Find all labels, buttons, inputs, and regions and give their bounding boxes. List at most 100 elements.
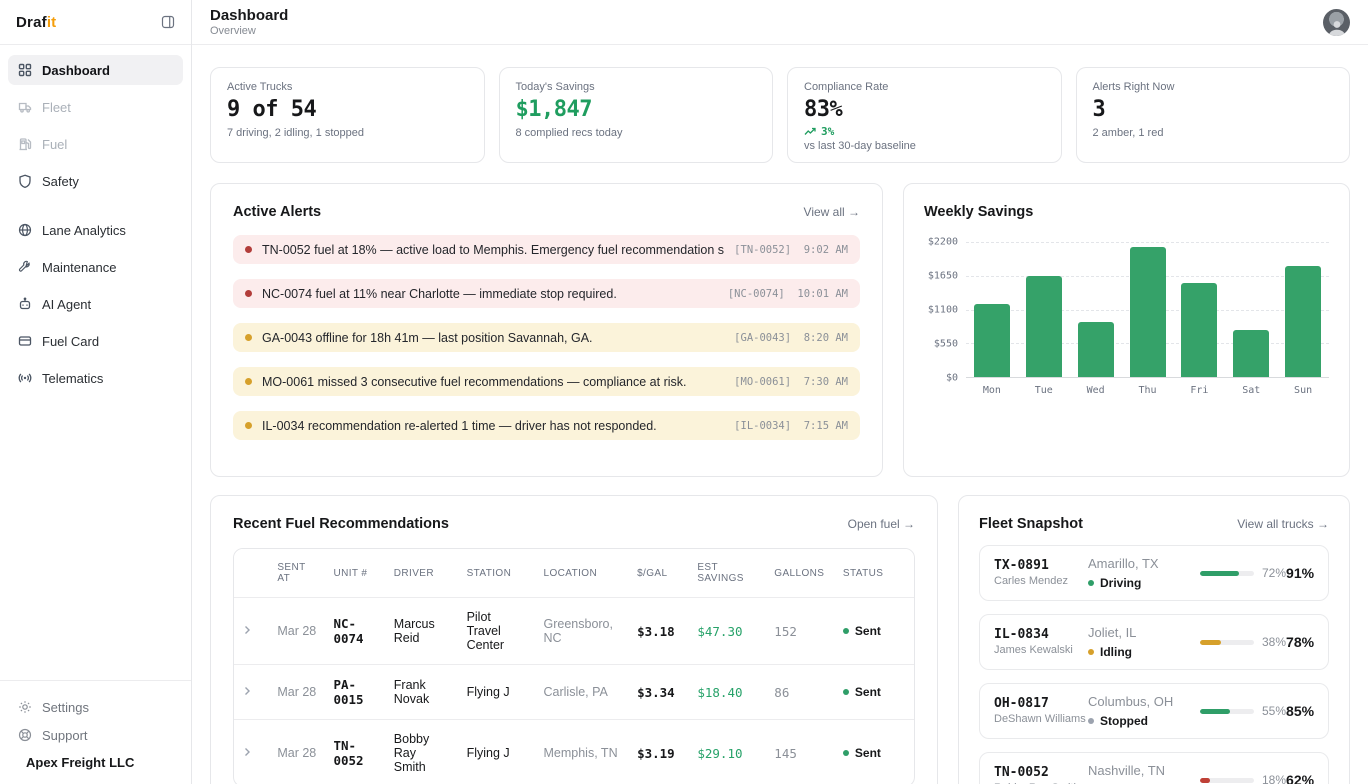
truck-location: Nashville, TN	[1088, 763, 1166, 778]
fuel-gauge-fill	[1200, 639, 1221, 645]
truck-unit: OH-0817	[994, 695, 1049, 711]
kpi-subtext: 8 complied recs today	[515, 127, 623, 139]
alert-time: 9:02 AM	[803, 243, 848, 256]
kpi-active-trucks: Active Trucks 9 of 54 7 driving, 2 idlin…	[210, 67, 485, 163]
alert-item[interactable]: TN-0052 fuel at 18% — active load to Mem…	[233, 235, 860, 264]
alert-item[interactable]: IL-0034 recommendation re-alerted 1 time…	[233, 411, 860, 440]
sidebar-item-ai-agent[interactable]: AI Agent	[8, 289, 183, 319]
chart-bar-mon	[973, 303, 1010, 377]
sidebar-item-lane-analytics[interactable]: Lane Analytics	[8, 215, 183, 245]
alert-severity-dot	[245, 290, 252, 297]
sidebar-item-fuel-card[interactable]: Fuel Card	[8, 326, 183, 356]
row-expand-chevron[interactable]	[234, 664, 270, 719]
cell-sent-at: Mar 28	[269, 719, 326, 784]
truck-score: 85%	[1286, 703, 1315, 719]
view-all-trucks-link[interactable]: View all trucks →	[1237, 517, 1329, 531]
fuel-gauge	[1200, 777, 1254, 783]
sidebar-item-fleet[interactable]: Fleet	[8, 92, 183, 122]
truck-status: Driving	[1088, 576, 1200, 590]
truck-driver: James Kewalski	[994, 643, 1073, 656]
alert-message: GA-0043 offline for 18h 41m — last posit…	[262, 330, 593, 345]
gridline	[966, 242, 1329, 243]
cell-est-savings: $47.30	[689, 597, 767, 664]
truck-location: Amarillo, TX	[1088, 556, 1159, 571]
x-tick: Thu	[1138, 385, 1157, 396]
credit-card-icon	[18, 334, 32, 348]
fuel-gauge	[1200, 570, 1254, 576]
alert-item[interactable]: GA-0043 offline for 18h 41m — last posit…	[233, 323, 860, 352]
sidebar-collapse-icon[interactable]	[161, 15, 175, 29]
fleet-truck-card[interactable]: TX-0891 Carles Mendez Amarillo, TX Drivi…	[979, 545, 1329, 601]
alert-unit-tag: [GA-0043]	[734, 331, 792, 344]
kpi-label: Alerts Right Now	[1092, 81, 1175, 93]
alert-message: NC-0074 fuel at 11% near Charlotte — imm…	[262, 286, 617, 301]
sidebar-spacer	[0, 400, 191, 680]
sidebar-header: Drafit	[0, 0, 191, 45]
alert-severity-dot	[245, 246, 252, 253]
sidebar-item-support[interactable]: Support	[8, 721, 183, 749]
alert-unit-tag: [MO-0061]	[734, 375, 792, 388]
truck-location: Joliet, IL	[1088, 625, 1137, 640]
user-avatar[interactable]	[1323, 8, 1350, 36]
sidebar-item-safety[interactable]: Safety	[8, 166, 183, 196]
row-expand-chevron[interactable]	[234, 597, 270, 664]
alert-item[interactable]: MO-0061 missed 3 consecutive fuel recomm…	[233, 367, 860, 396]
cell-station: Flying J	[458, 664, 536, 719]
sidebar-item-settings[interactable]: Settings	[8, 693, 183, 721]
alert-message: IL-0034 recommendation re-alerted 1 time…	[262, 418, 657, 433]
sidebar-item-label: Safety	[42, 173, 79, 189]
col-sent-at: SENT AT	[269, 549, 326, 597]
org-name: Apex Freight LLC	[26, 755, 135, 770]
sidebar-item-dashboard[interactable]: Dashboard	[8, 55, 183, 85]
logo-accent-text: it	[46, 13, 57, 31]
alerts-view-all-link[interactable]: View all →	[803, 205, 860, 219]
fleet-truck-card[interactable]: IL-0834 James Kewalski Joliet, IL Idling…	[979, 614, 1329, 670]
chart-x-axis: Mon Tue Wed Thu Fri Sat Sun	[966, 385, 1329, 396]
gear-icon	[18, 700, 32, 714]
sidebar-item-maintenance[interactable]: Maintenance	[8, 252, 183, 282]
main-content: Active Trucks 9 of 54 7 driving, 2 idlin…	[192, 45, 1368, 784]
cell-driver: Marcus Reid	[385, 597, 459, 664]
alert-item[interactable]: NC-0074 fuel at 11% near Charlotte — imm…	[233, 279, 860, 308]
truck-driver: Carles Mendez	[994, 574, 1068, 587]
wrench-icon	[18, 260, 32, 274]
status-dot	[1088, 649, 1094, 655]
chart-bar-tue	[1025, 275, 1062, 377]
fleet-title: Fleet Snapshot	[979, 516, 1083, 532]
col-location: LOCATION	[535, 549, 630, 597]
row-expand-chevron[interactable]	[234, 719, 270, 784]
table-row[interactable]: Mar 28 NC-0074 Marcus Reid Pilot Travel …	[234, 597, 914, 664]
cell-price: $3.19	[629, 719, 690, 784]
truck-unit: IL-0834	[994, 626, 1049, 642]
truck-icon	[18, 100, 32, 114]
sidebar-item-telematics[interactable]: Telematics	[8, 363, 183, 393]
open-fuel-link[interactable]: Open fuel →	[847, 517, 915, 531]
alert-message: TN-0052 fuel at 18% — active load to Mem…	[262, 242, 725, 257]
truck-status: Idling	[1088, 645, 1200, 659]
y-tick: $0	[945, 372, 958, 384]
table-row[interactable]: Mar 28 PA-0015 Frank Novak Flying J Carl…	[234, 664, 914, 719]
fleet-truck-card[interactable]: TN-0052 Robby Ray Smith Nashville, TN Dr…	[979, 752, 1329, 784]
x-tick: Sun	[1294, 385, 1313, 396]
kpi-trend-value: 3%	[821, 125, 835, 138]
table-row[interactable]: Mar 28 TN-0052 Bobby Ray Smith Flying J …	[234, 719, 914, 784]
fleet-snapshot-panel: Fleet Snapshot View all trucks → TX-0891…	[958, 495, 1350, 784]
sidebar-item-label: AI Agent	[42, 296, 92, 312]
fleet-truck-card[interactable]: OH-0817 DeShawn Williams Columbus, OH St…	[979, 683, 1329, 739]
chart-y-axis: $2200 $1650 $1100 $550 $0	[924, 237, 966, 384]
sidebar-item-fuel[interactable]: Fuel	[8, 129, 183, 159]
active-alerts-panel: Active Alerts View all → TN-0052 fuel at…	[210, 183, 883, 477]
truck-score: 78%	[1286, 634, 1315, 650]
kpi-label: Compliance Rate	[804, 81, 889, 93]
cell-driver: Frank Novak	[385, 664, 459, 719]
cell-sent-at: Mar 28	[269, 597, 326, 664]
dashboard-icon	[18, 63, 32, 77]
recs-title: Recent Fuel Recommendations	[233, 516, 449, 532]
alert-meta: [TN-0052] 9:02 AM	[734, 244, 848, 256]
kpi-subtext: 7 driving, 2 idling, 1 stopped	[227, 127, 364, 139]
sidebar: Drafit Dashboard Fleet Fuel Safety Lane …	[0, 0, 192, 784]
x-tick: Fri	[1190, 385, 1209, 396]
alert-time: 10:01 AM	[797, 287, 848, 300]
kpi-alerts-now: Alerts Right Now 3 2 amber, 1 red	[1075, 67, 1350, 163]
col-unit: UNIT #	[325, 549, 386, 597]
